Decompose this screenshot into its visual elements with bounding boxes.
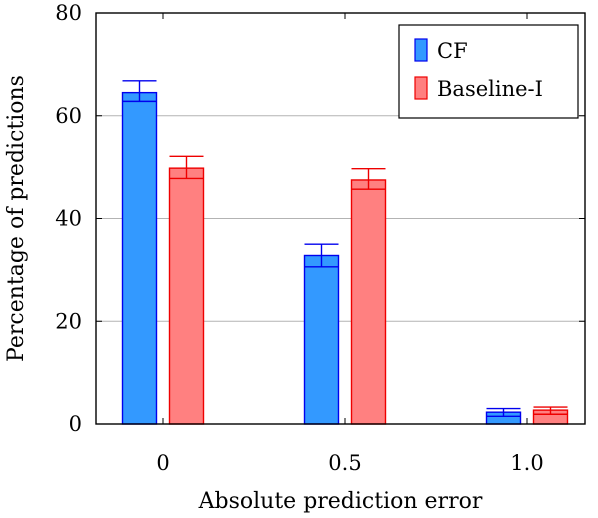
y-tick-label: 0 — [69, 412, 82, 436]
y-tick-label: 60 — [55, 104, 82, 128]
legend: CF Baseline-I — [398, 24, 579, 119]
x-tick-label: 0.5 — [328, 451, 361, 475]
legend-swatch — [414, 76, 428, 100]
bar-baseline-i — [168, 167, 205, 425]
x-tick-label: 1.0 — [510, 451, 543, 475]
x-tick-label: 0 — [156, 451, 169, 475]
bar-cf — [303, 254, 340, 425]
y-tick-label: 80 — [55, 1, 82, 25]
legend-swatch — [414, 38, 428, 62]
y-tick-label: 40 — [55, 207, 82, 231]
legend-box — [398, 24, 579, 119]
bar-baseline-i — [350, 179, 387, 425]
y-tick-label: 20 — [55, 309, 82, 333]
legend-label: Baseline-I — [437, 77, 543, 101]
ticks: 0 20 40 60 80 0 0.5 1.0 — [55, 1, 585, 475]
x-axis-label: Absolute prediction error — [198, 489, 483, 514]
bar-cf — [121, 91, 158, 425]
bars — [121, 80, 569, 425]
legend-label: CF — [437, 39, 468, 63]
y-axis-label: Percentage of predictions — [4, 75, 29, 362]
